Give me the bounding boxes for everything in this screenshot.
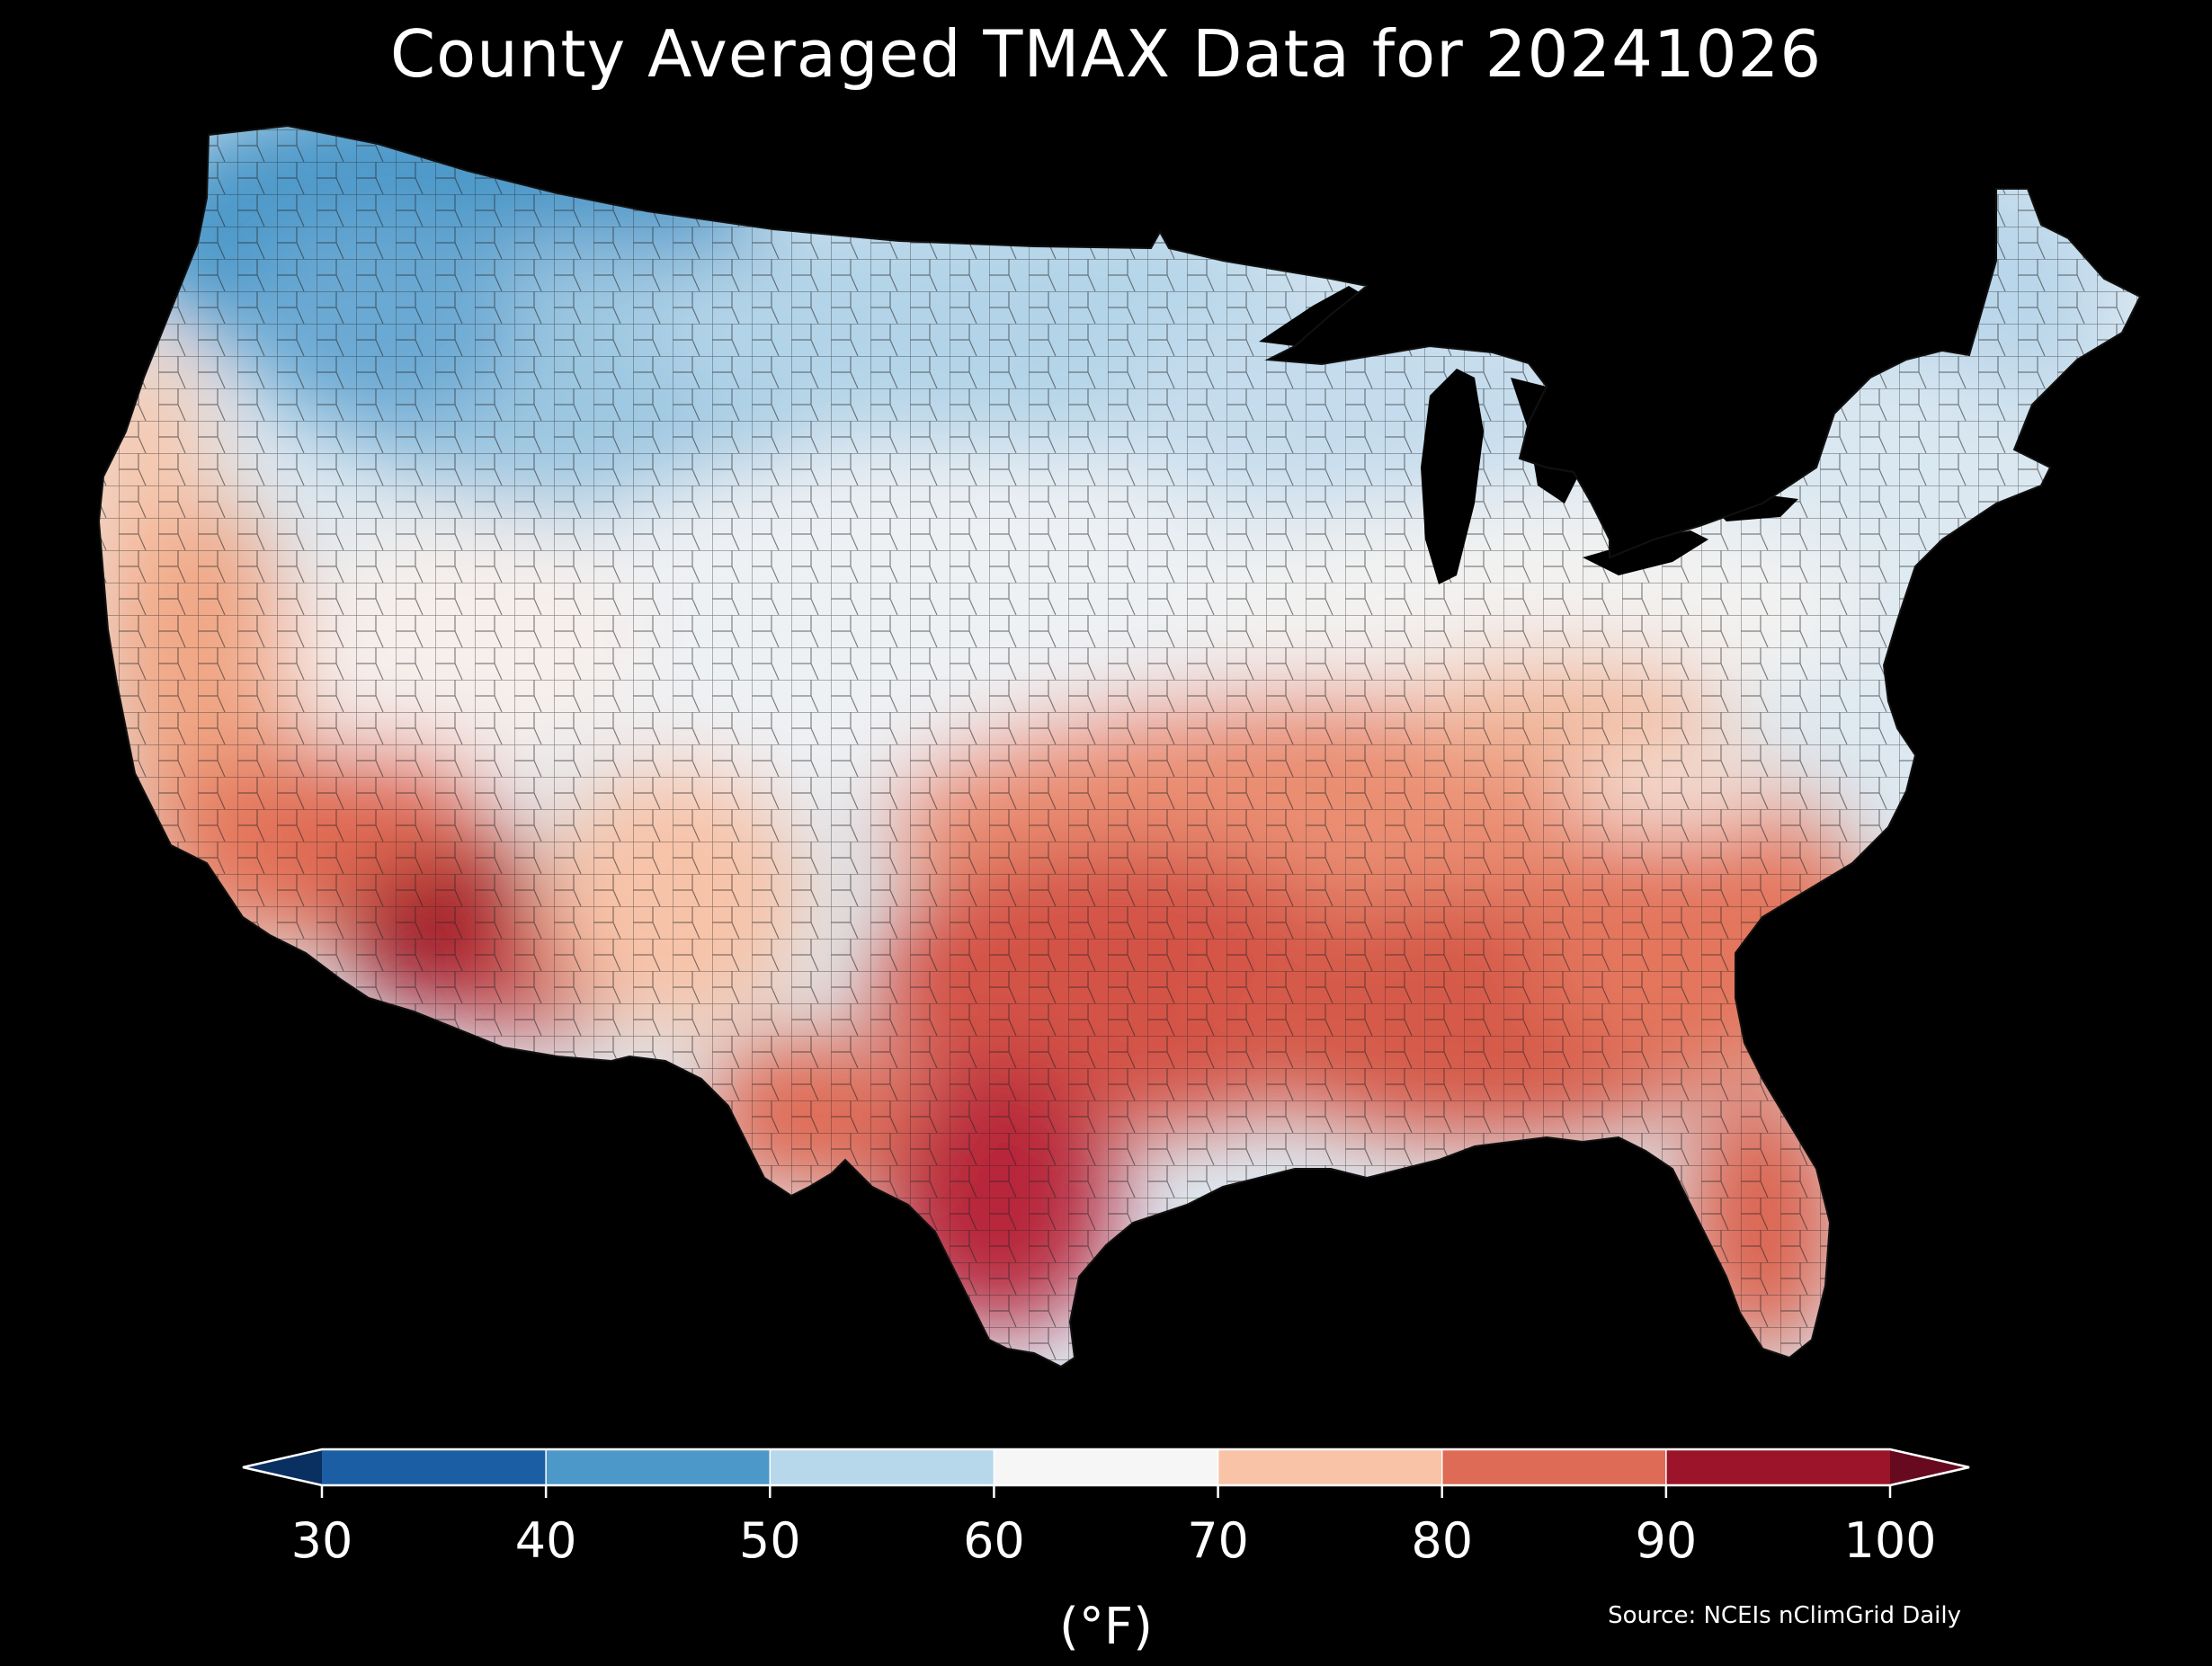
colorbar-bin-60-70 [994, 1449, 1218, 1485]
colorbar-tick-label-90: 90 [1635, 1512, 1698, 1569]
colorbar-bin-50-60 [770, 1449, 995, 1485]
colorbar-bins [322, 1449, 1890, 1485]
map-title: County Averaged TMAX Data for 20241026 [389, 16, 1823, 92]
colorbar-extend-high [1890, 1449, 1969, 1485]
colorbar-tick-label-40: 40 [514, 1512, 577, 1569]
colorbar-tick-label-100: 100 [1843, 1512, 1937, 1569]
temperature-field [99, 126, 2140, 1367]
colorbar-bin-70-80 [1217, 1449, 1442, 1485]
source-credit: Source: NCEIs nClimGrid Daily [1608, 1602, 1961, 1629]
colorbar-tick-label-70: 70 [1187, 1512, 1249, 1569]
colorbar-outline [242, 1448, 1970, 1487]
us-outline [97, 124, 2142, 1368]
colorbar-bin-90-100 [1665, 1449, 1890, 1485]
us-county-map [97, 124, 2142, 1368]
colorbar-bin-80-90 [1441, 1449, 1666, 1485]
colorbar-ticks [320, 1449, 1892, 1498]
colorbar-bin-40-50 [546, 1449, 771, 1485]
colorbar-tick-label-80: 80 [1411, 1512, 1474, 1569]
colorbar-bin-30-40 [322, 1449, 547, 1485]
great-lakes [1259, 286, 1798, 584]
colorbar-tick-label-30: 30 [290, 1512, 353, 1569]
colorbar-unit-label: (°F) [1059, 1598, 1153, 1656]
colorbar-tick-label-60: 60 [963, 1512, 1025, 1569]
colorbar-extend-low [243, 1449, 322, 1485]
colorbar-tick-label-50: 50 [738, 1512, 801, 1569]
